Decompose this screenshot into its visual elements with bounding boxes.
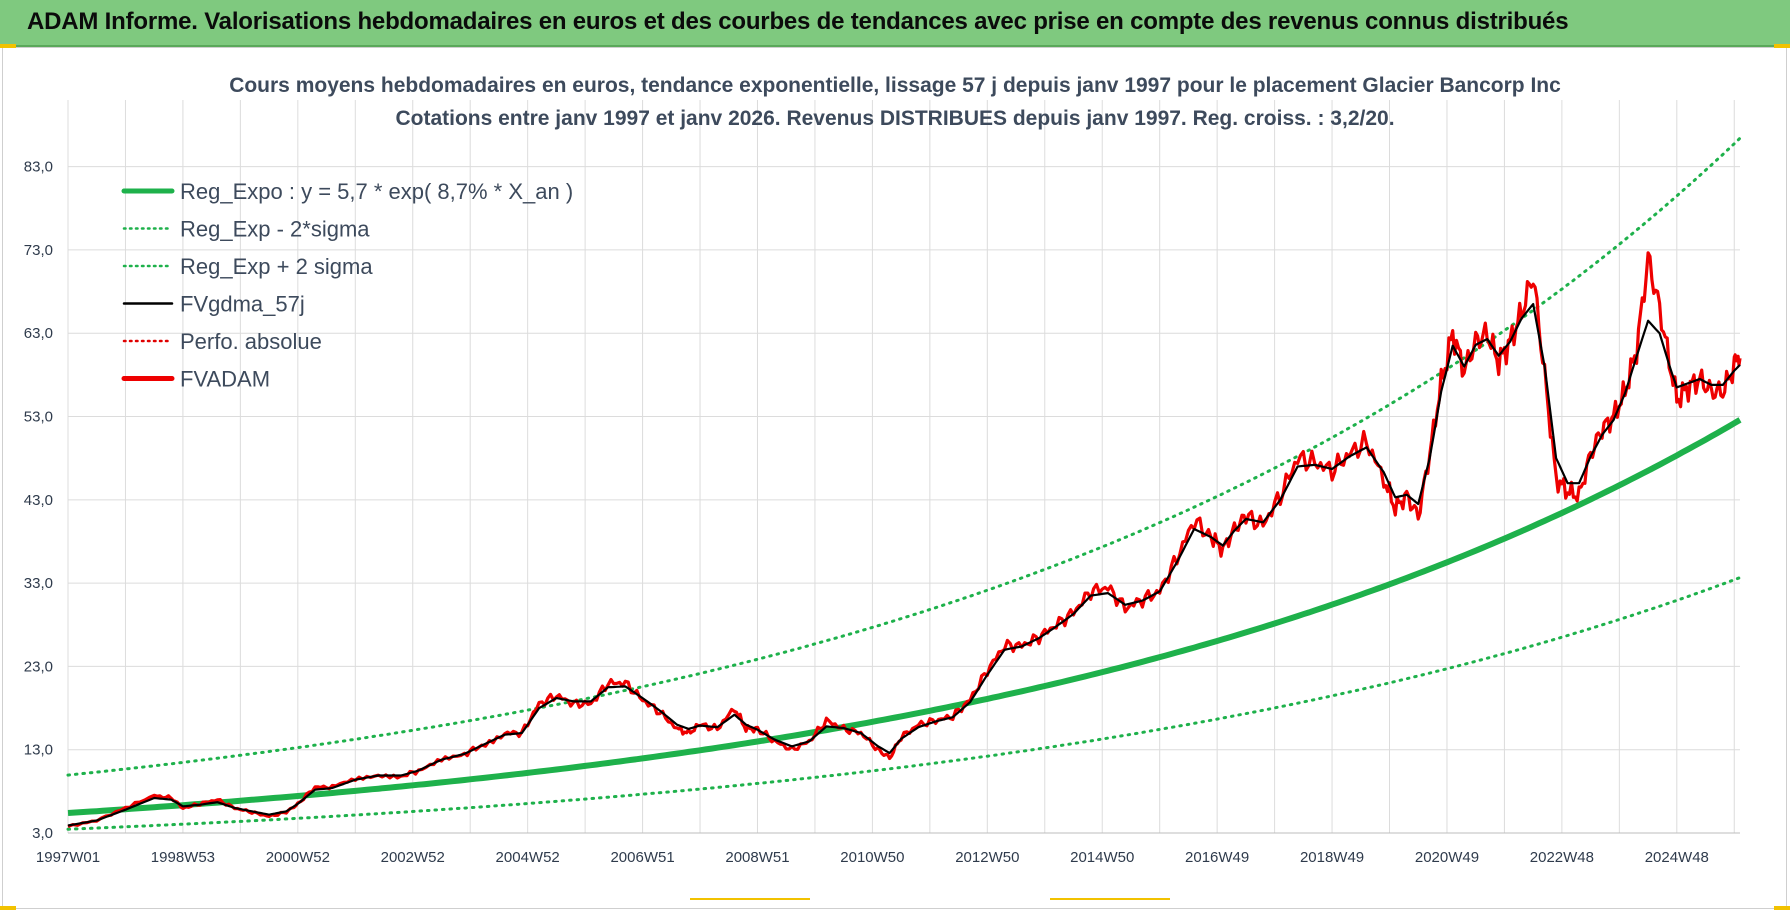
- legend-label: Reg_Exp + 2 sigma: [180, 254, 373, 279]
- x-tick-label: 2024W48: [1645, 849, 1709, 866]
- x-tick-label: 2016W49: [1185, 849, 1249, 866]
- x-tick-label: 2006W51: [610, 849, 674, 866]
- x-tick-label: 2008W51: [725, 849, 789, 866]
- x-tick-label: 2004W52: [496, 849, 560, 866]
- series-reg-exp-minus-2-sigma: [66, 576, 1742, 831]
- x-tick-label: 1998W53: [151, 849, 215, 866]
- y-tick-label: 23,0: [24, 658, 53, 675]
- y-tick-label: 53,0: [24, 409, 53, 426]
- x-tick-label: 2002W52: [381, 849, 445, 866]
- x-tick-label: 2018W49: [1300, 849, 1364, 866]
- x-tick-label: 1997W01: [36, 849, 100, 866]
- corner-marker-top-right: [1774, 44, 1790, 48]
- legend-label: Reg_Exp - 2*sigma: [180, 217, 370, 242]
- x-tick-label: 2012W50: [955, 849, 1019, 866]
- x-tick-label: 2000W52: [266, 849, 330, 866]
- chart-title: Cours moyens hebdomadaires en euros, ten…: [229, 74, 1561, 97]
- y-axis: 3,0 13,0 23,0 33,0 43,0 53,0 63,0 73,0 83,0: [24, 159, 53, 842]
- series-reg-expo: [67, 417, 1742, 816]
- legend-label: Reg_Expo : y = 5,7 * exp( 8,7% * X_an ): [180, 179, 573, 204]
- x-tick-label: 2020W49: [1415, 849, 1479, 866]
- y-tick-label: 43,0: [24, 492, 53, 509]
- corner-marker-bottom-right: [1774, 906, 1790, 910]
- corner-marker-top-left: [0, 44, 16, 48]
- legend-label: FVgdma_57j: [180, 292, 305, 317]
- series-fvgdma-57j: [67, 303, 1741, 827]
- y-tick-label: 33,0: [24, 575, 53, 592]
- header-title: ADAM Informe. Valorisations hebdomadaire…: [27, 8, 1569, 35]
- chart-legend: Reg_Expo : y = 5,7 * exp( 8,7% * X_an ) R…: [121, 179, 573, 392]
- legend-label: FVADAM: [180, 367, 270, 392]
- x-tick-label: 2010W50: [840, 849, 904, 866]
- footer-marker-1: [690, 898, 810, 900]
- footer-marker-2: [1050, 898, 1170, 900]
- chart-grid: [67, 100, 1740, 834]
- chart-series: [66, 136, 1742, 831]
- y-tick-label: 3,0: [32, 825, 53, 842]
- legend-label: Perfo. absolue: [180, 329, 322, 354]
- y-tick-label: 13,0: [24, 742, 53, 759]
- chart-frame: [2, 47, 1787, 909]
- x-tick-label: 2022W48: [1530, 849, 1594, 866]
- y-tick-label: 73,0: [24, 242, 53, 259]
- x-tick-label: 2014W50: [1070, 849, 1134, 866]
- chart-subtitle: Cotations entre janv 1997 et janv 2026. …: [395, 107, 1394, 130]
- header-banner: ADAM Informe. Valorisations hebdomadaire…: [0, 0, 1790, 47]
- corner-marker-bottom-left: [0, 906, 16, 910]
- y-tick-label: 63,0: [24, 325, 53, 342]
- y-tick-label: 83,0: [24, 159, 53, 176]
- x-axis: 1997W01 1998W53 2000W52 2002W52 2004W52 2006W…: [36, 849, 1709, 866]
